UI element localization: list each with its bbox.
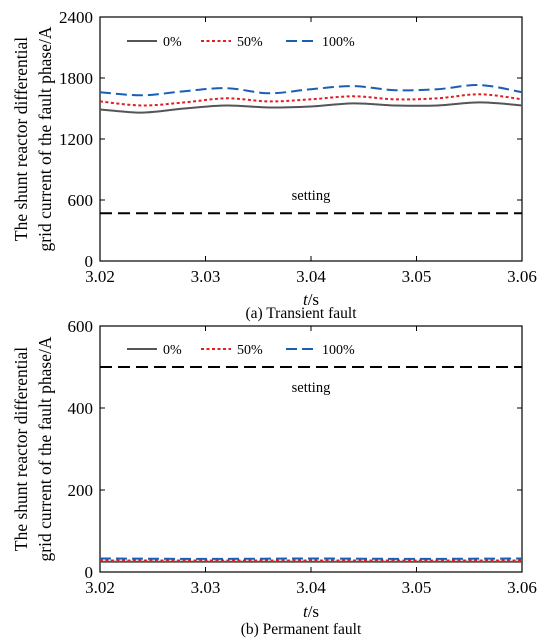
x-axis-label: t/s — [303, 290, 319, 309]
setting-label: setting — [292, 380, 331, 396]
x-tick-label: 3.05 — [402, 578, 432, 597]
legend-label: 0% — [163, 35, 182, 50]
x-tick-label: 3.06 — [507, 267, 537, 286]
legend-label: 100% — [322, 35, 355, 50]
y-axis-label-line2: grid current of the fault phase/A — [35, 336, 55, 561]
y-tick-label: 0 — [85, 563, 94, 582]
y-axis-label-line1: The shunt reactor differential — [11, 347, 31, 551]
x-tick-label: 3.06 — [507, 578, 537, 597]
series-line-0pct — [99, 101, 523, 114]
legend-label: 50% — [237, 35, 263, 50]
x-axis-label: t/s — [303, 602, 319, 621]
panel-caption: (a) Transient fault — [245, 305, 357, 322]
y-tick-label: 600 — [68, 317, 94, 336]
x-tick-label: 3.03 — [191, 267, 221, 286]
legend-label: 100% — [322, 343, 355, 358]
x-tick-label: 3.02 — [85, 578, 115, 597]
y-axis-label-line1: The shunt reactor differential — [11, 37, 31, 241]
series-line-100pct — [99, 84, 523, 97]
x-tick-label: 3.04 — [296, 267, 326, 286]
setting-label: setting — [292, 188, 331, 204]
x-tick-label: 3.05 — [402, 267, 432, 286]
y-tick-label: 600 — [68, 191, 94, 210]
y-tick-label: 1200 — [59, 130, 93, 149]
legend-label: 50% — [237, 343, 263, 358]
legend-label: 0% — [163, 343, 182, 358]
y-axis-label-line2: grid current of the fault phase/A — [35, 26, 55, 251]
x-tick-label: 3.02 — [85, 267, 115, 286]
x-tick-label: 3.04 — [296, 578, 326, 597]
x-tick-label: 3.03 — [191, 578, 221, 597]
y-tick-label: 2400 — [59, 8, 93, 27]
plot-frame — [99, 325, 523, 573]
series-line-50pct — [99, 93, 523, 107]
y-tick-label: 200 — [68, 481, 94, 500]
y-tick-label: 400 — [68, 399, 94, 418]
chart-panel-a: 0 600 1200 1800 2400 3.02 3.03 3.04 3.05 3.06 The … — [11, 8, 537, 322]
panel-caption: (b) Permanent fault — [241, 621, 362, 638]
plot-frame — [99, 16, 523, 262]
chart-panel-b: 0 200 400 600 3.02 3.03 3.04 3.05 3.06 The shunt … — [11, 317, 537, 638]
y-tick-label: 0 — [85, 252, 94, 271]
y-tick-label: 1800 — [59, 69, 93, 88]
